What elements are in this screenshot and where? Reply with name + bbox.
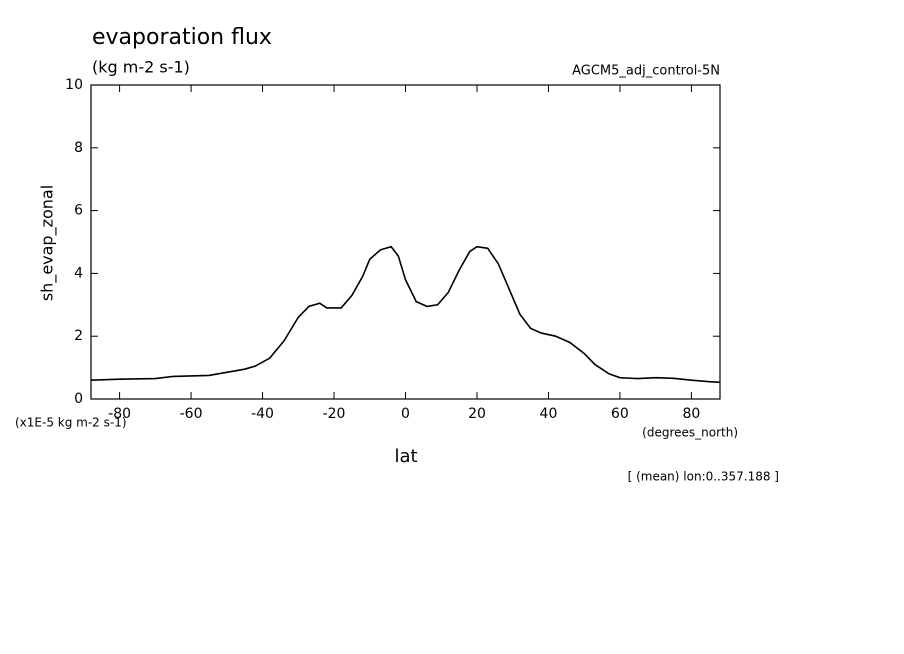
x-tick-label: -20 — [323, 406, 346, 422]
chart-title: evaporation flux — [92, 25, 272, 50]
x-tick-label: 80 — [682, 406, 700, 422]
y-tick-label: 2 — [74, 328, 83, 344]
x-tick-label: 0 — [401, 406, 410, 422]
note: [ (mean) lon:0..357.188 ] — [628, 470, 779, 484]
x-tick-label: 60 — [611, 406, 629, 422]
y-tick-label: 8 — [74, 140, 83, 156]
y-tick-label: 0 — [74, 391, 83, 407]
y-unit-label: (x1E-5 kg m-2 s-1) — [15, 416, 127, 430]
x-tick-label: -40 — [251, 406, 274, 422]
y-tick-label: 6 — [74, 203, 83, 219]
x-tick-label: -60 — [180, 406, 203, 422]
data-line — [90, 245, 721, 384]
x-tick-label: 40 — [540, 406, 558, 422]
chart-subtitle: (kg m-2 s-1) — [92, 58, 190, 77]
x-unit-label: (degrees_north) — [642, 426, 738, 440]
x-tick-label: 20 — [468, 406, 486, 422]
y-axis-label: sh_evap_zonal — [38, 185, 58, 301]
x-tick-label: -80 — [108, 406, 131, 422]
y-tick-label: 10 — [65, 77, 83, 93]
dataset-label: AGCM5_adj_control-5N — [572, 64, 720, 79]
x-axis-label: lat — [394, 446, 417, 467]
y-tick-label: 4 — [74, 265, 83, 281]
